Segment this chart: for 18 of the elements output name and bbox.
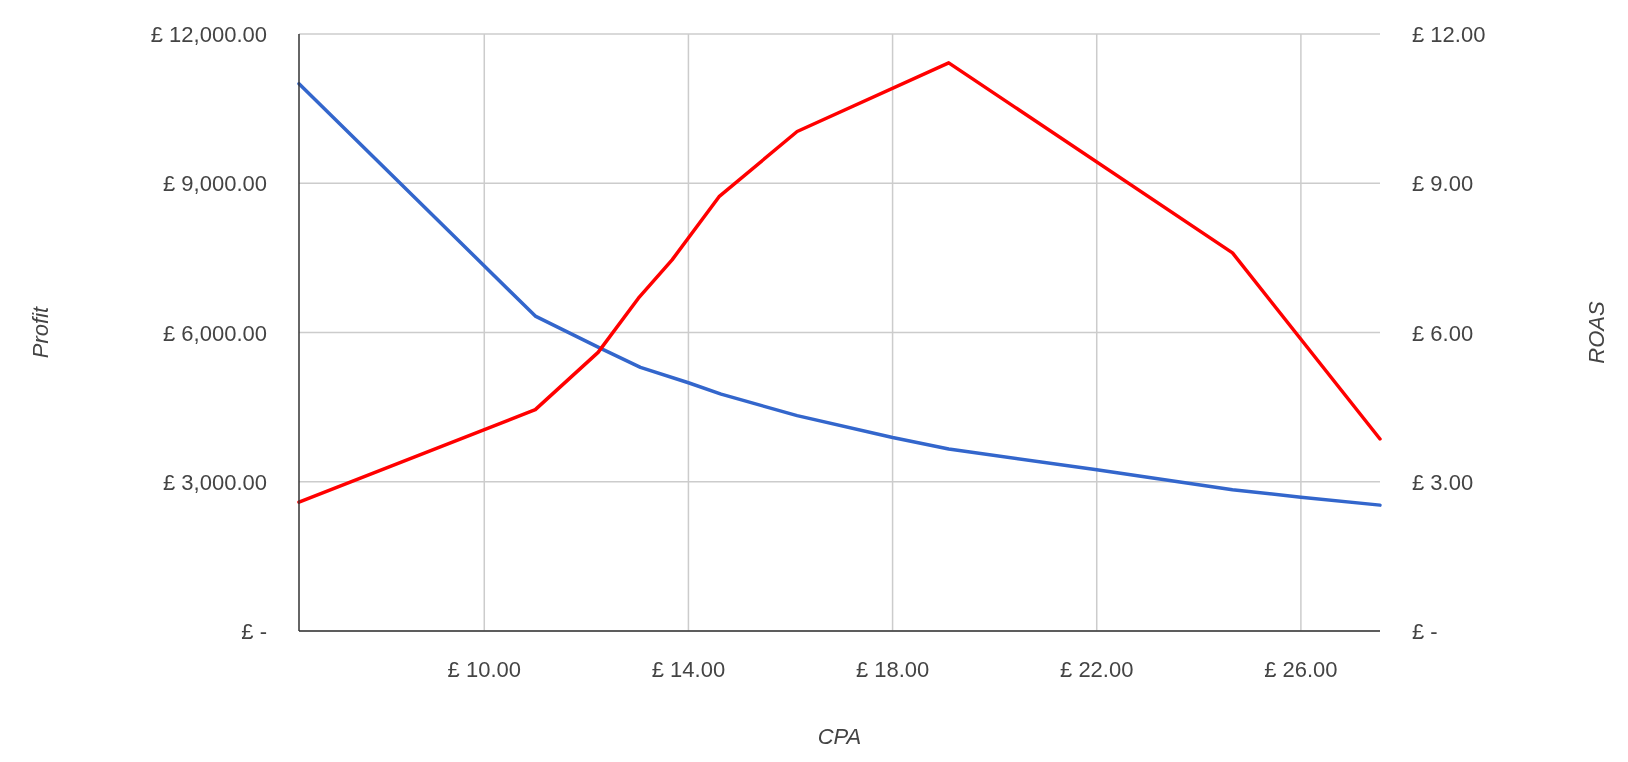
y-axis-title: Profit	[28, 305, 53, 359]
y-tick-label: £ -	[241, 619, 267, 644]
y-tick-label: £ 9,000.00	[163, 171, 267, 197]
y2-tick-label: £ 9.00	[1412, 171, 1474, 197]
x-tick-label: £ 26.00	[1264, 657, 1338, 682]
x-tick-label: £ 14.00	[651, 657, 726, 682]
y2-tick-label: £ 3.00	[1412, 469, 1474, 495]
y-tick-label: £ 12,000.00	[150, 22, 267, 47]
y-tick-label: £ 6,000.00	[163, 320, 267, 346]
y2-tick-label: £ 12.00	[1412, 22, 1486, 47]
x-tick-label: £ 18.00	[855, 657, 930, 682]
y2-axis-title: ROAS	[1584, 301, 1609, 364]
x-tick-label: £ 10.00	[447, 657, 521, 682]
y2-tick-label: £ 6.00	[1412, 320, 1474, 346]
x-tick-label: £ 22.00	[1060, 657, 1134, 682]
y-tick-label: £ 3,000.00	[163, 469, 267, 495]
x-axis-title: CPA	[817, 724, 862, 749]
y2-tick-label: £ -	[1412, 619, 1438, 644]
